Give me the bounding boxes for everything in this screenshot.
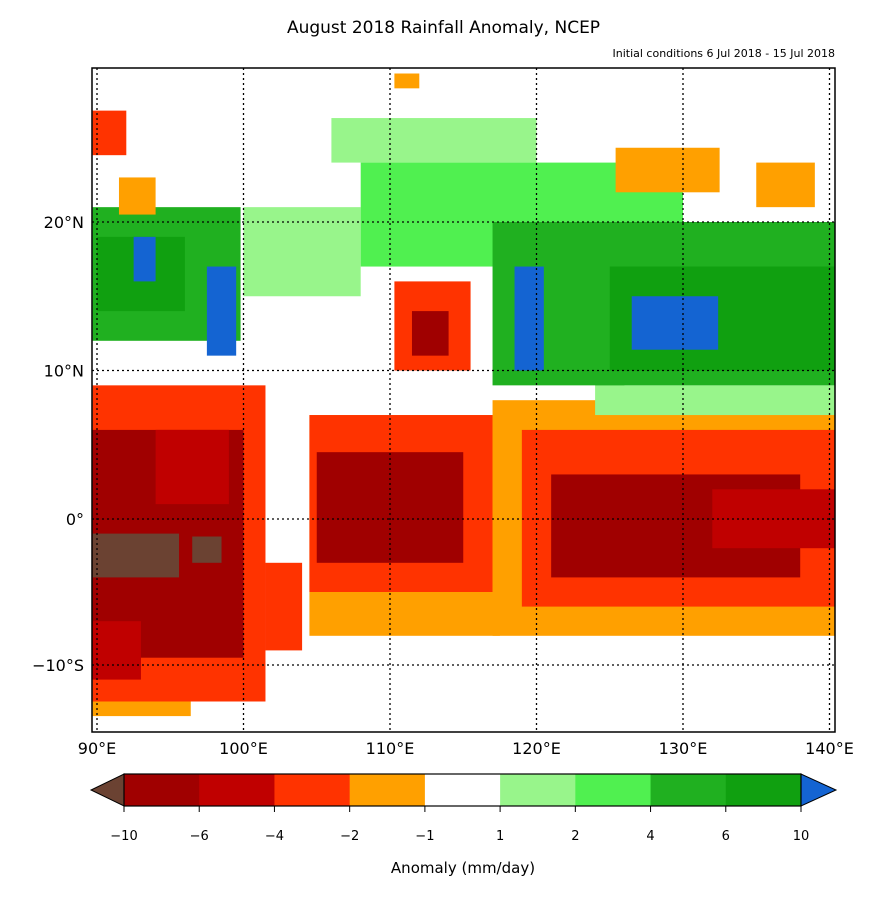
anomaly-cell bbox=[192, 536, 222, 563]
colorbar-outline bbox=[123, 773, 802, 807]
anomaly-cell bbox=[631, 296, 719, 350]
colorbar-tick-label: −6 bbox=[190, 829, 209, 844]
map-frame bbox=[91, 67, 836, 733]
map-subtitle: Initial conditions 6 Jul 2018 - 15 Jul 2… bbox=[612, 47, 836, 60]
axis-ticks: 90°E 100°E 110°E 120°E 130°E 140°E 20°N 10°N 0° −… bbox=[32, 213, 854, 758]
graticule bbox=[92, 68, 835, 732]
anomaly-cell bbox=[92, 110, 127, 156]
anomaly-cell bbox=[394, 73, 420, 89]
anomaly-cell bbox=[133, 236, 156, 282]
anomaly-cell bbox=[92, 533, 180, 578]
anomaly-field bbox=[92, 73, 835, 717]
colorbar-swatch bbox=[725, 774, 802, 806]
colorbar-tick-label: −2 bbox=[340, 829, 359, 844]
colorbar-over-extension bbox=[800, 773, 838, 807]
anomaly-cell bbox=[155, 429, 229, 505]
lat-tick-label: 10°N bbox=[44, 362, 84, 381]
colorbar: −10 −6 −4 −2 −1 1 2 4 6 10 bbox=[89, 773, 838, 844]
colorbar-label: Anomaly (mm/day) bbox=[391, 859, 535, 877]
anomaly-cell bbox=[331, 118, 537, 163]
map-title: August 2018 Rainfall Anomaly, NCEP bbox=[286, 18, 601, 38]
anomaly-cell bbox=[118, 177, 156, 215]
colorbar-swatch bbox=[349, 774, 426, 806]
anomaly-cell bbox=[411, 311, 449, 356]
colorbar-tick-label: 4 bbox=[646, 829, 654, 844]
anomaly-cell bbox=[92, 621, 141, 680]
lon-tick-label: 140°E bbox=[805, 739, 854, 758]
colorbar-swatch bbox=[500, 774, 576, 806]
anomaly-cell bbox=[265, 562, 303, 651]
colorbar-swatch bbox=[274, 774, 351, 806]
lon-tick-label: 90°E bbox=[78, 739, 116, 758]
colorbar-swatch bbox=[199, 774, 275, 806]
anomaly-cell bbox=[756, 162, 815, 208]
anomaly-cell bbox=[206, 266, 237, 356]
colorbar-tick-label: −4 bbox=[265, 829, 284, 844]
lon-tick-label: 100°E bbox=[219, 739, 268, 758]
lat-tick-label: 0° bbox=[66, 510, 84, 529]
anomaly-cell bbox=[92, 701, 191, 717]
colorbar-tick-label: −1 bbox=[415, 829, 434, 844]
lon-tick-label: 130°E bbox=[659, 739, 708, 758]
lat-tick-label: −10°S bbox=[32, 656, 84, 675]
anomaly-cell bbox=[615, 147, 720, 193]
anomaly-cell bbox=[595, 385, 835, 416]
anomaly-cell bbox=[243, 207, 361, 297]
lon-tick-label: 110°E bbox=[366, 739, 415, 758]
colorbar-tick-label: −10 bbox=[110, 829, 137, 844]
colorbar-swatch bbox=[124, 774, 200, 806]
colorbar-tick-label: 6 bbox=[722, 829, 730, 844]
colorbar-tick-label: 2 bbox=[571, 829, 579, 844]
colorbar-tick-label: 10 bbox=[793, 829, 810, 844]
colorbar-tick-label: 1 bbox=[496, 829, 504, 844]
colorbar-swatch bbox=[575, 774, 652, 806]
colorbar-swatch bbox=[424, 774, 501, 806]
colorbar-swatch bbox=[650, 774, 727, 806]
lon-tick-label: 120°E bbox=[512, 739, 561, 758]
anomaly-cell bbox=[514, 266, 544, 371]
lat-tick-label: 20°N bbox=[44, 213, 84, 232]
colorbar-under-extension bbox=[89, 773, 125, 807]
